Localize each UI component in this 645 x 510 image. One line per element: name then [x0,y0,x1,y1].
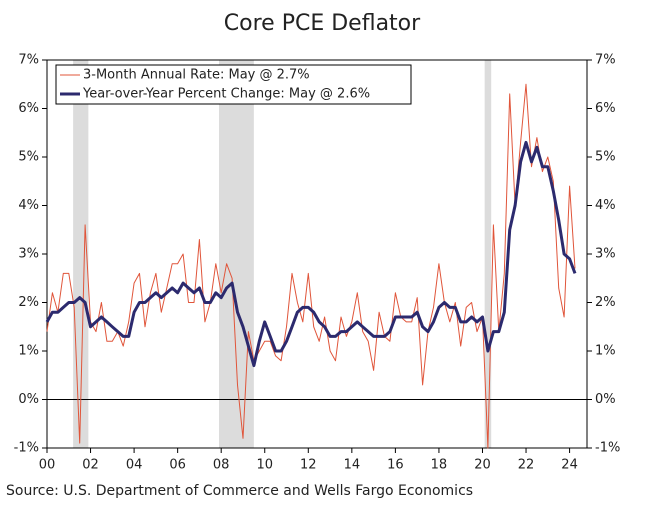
recession-band [73,60,89,448]
x-tick-label: 12 [300,458,317,473]
x-tick-label: 10 [256,458,273,473]
y-tick-label: -1% [14,441,39,456]
y2-tick-label: 2% [595,295,616,310]
y-tick-label: 3% [18,247,39,262]
y2-tick-label: 3% [595,247,616,262]
recession-band [219,60,254,448]
plot-frame [46,59,588,449]
y-tick-label: 7% [18,53,39,68]
y2-tick-label: 6% [595,101,616,116]
y2-tick-label: 1% [595,344,616,359]
legend-box [55,64,412,105]
x-tick-label: 18 [431,458,448,473]
y-tick-label: 1% [18,344,39,359]
x-tick-label: 08 [213,458,230,473]
legend-label: 3-Month Annual Rate: May @ 2.7% [83,68,310,83]
y2-tick-label: 7% [595,53,616,68]
y-tick-label: 5% [18,150,39,165]
recession-band [484,60,492,448]
y2-tick-label: 5% [595,150,616,165]
y-tick-label: 0% [18,392,39,407]
x-tick-label: 16 [387,458,404,473]
source: Source: U.S. Department of Commerce and … [6,483,473,499]
x-tick-label: 00 [39,458,56,473]
legend-label: Year-over-Year Percent Change: May @ 2.6… [82,87,370,102]
x-tick-label: 24 [561,458,578,473]
y2-tick-label: -1% [595,441,620,456]
series-line [46,83,576,449]
y-tick-label: 6% [18,101,39,116]
y2-tick-label: 0% [595,392,616,407]
x-tick-label: 14 [344,458,361,473]
y2-tick-label: 4% [595,198,616,213]
x-tick-label: 06 [169,458,186,473]
y-tick-label: 4% [18,198,39,213]
x-tick-label: 22 [518,458,535,473]
y-tick-label: 2% [18,295,39,310]
x-tick-label: 04 [126,458,143,473]
series-line [45,140,577,368]
chart-title: Core PCE Deflator [224,11,421,36]
x-tick-label: 02 [82,458,99,473]
x-tick-label: 20 [474,458,491,473]
